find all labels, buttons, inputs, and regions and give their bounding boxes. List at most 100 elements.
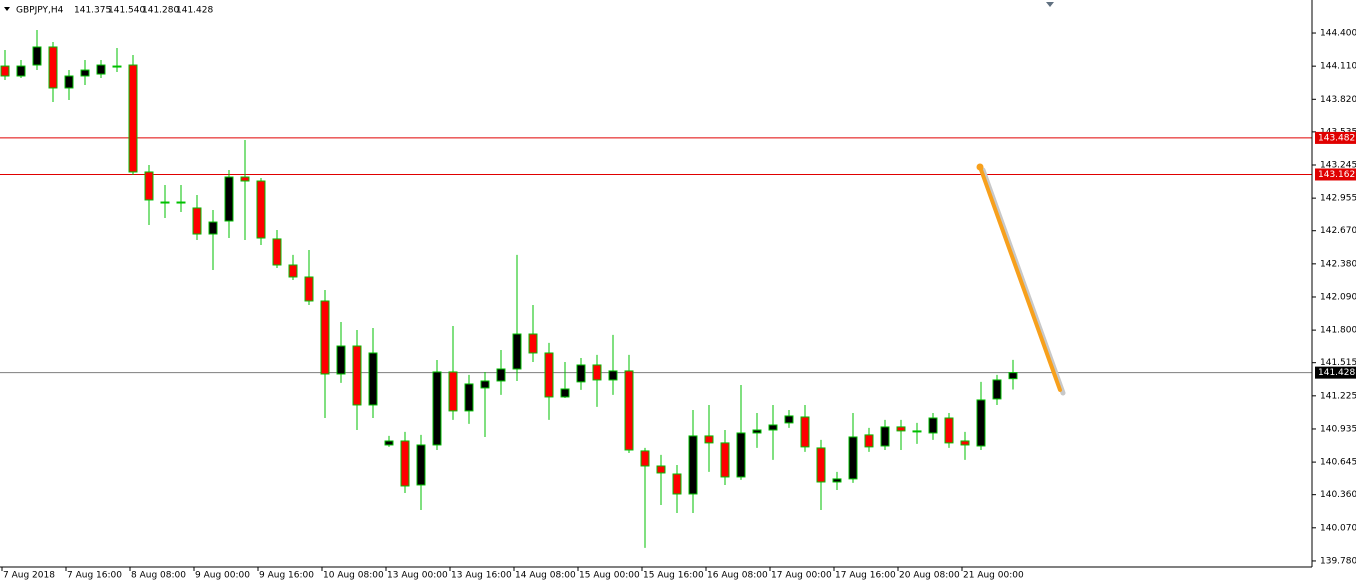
x-tick-label: 13 Aug 16:00 bbox=[451, 571, 512, 581]
candle-body bbox=[112, 65, 122, 68]
x-tick-label: 20 Aug 08:00 bbox=[899, 571, 960, 581]
candle-body bbox=[160, 201, 170, 204]
symbol: GBPJPY,H4 bbox=[16, 6, 64, 16]
candle-body bbox=[592, 364, 602, 381]
y-tick-label: 143.820 bbox=[1320, 95, 1356, 105]
candle-body bbox=[464, 383, 474, 412]
candle-body bbox=[912, 430, 922, 433]
candle-body bbox=[256, 180, 266, 239]
candle-body bbox=[128, 64, 138, 173]
candle-body bbox=[560, 388, 570, 398]
trend-arrow bbox=[978, 165, 1062, 392]
candle-body bbox=[480, 380, 490, 389]
candle-body bbox=[928, 417, 938, 434]
y-tick-label: 140.070 bbox=[1320, 523, 1356, 533]
candle-body bbox=[976, 399, 986, 447]
y-tick-label: 141.225 bbox=[1320, 391, 1356, 401]
x-tick-label: 17 Aug 00:00 bbox=[771, 571, 832, 581]
plot-area bbox=[0, 30, 1312, 548]
candle-body bbox=[208, 221, 218, 235]
candle-body bbox=[720, 442, 730, 478]
candle-body bbox=[752, 429, 762, 434]
y-tick-label: 141.800 bbox=[1320, 326, 1356, 336]
candle-body bbox=[608, 370, 618, 381]
y-tick-label: 142.090 bbox=[1320, 292, 1356, 302]
y-tick-label: 141.515 bbox=[1320, 358, 1356, 368]
candle-body bbox=[672, 473, 682, 495]
candle-body bbox=[384, 440, 394, 446]
candle-body bbox=[896, 426, 906, 432]
x-tick-label: 9 Aug 00:00 bbox=[195, 571, 250, 581]
y-tick-label: 142.670 bbox=[1320, 226, 1356, 236]
arrow-start bbox=[976, 163, 984, 171]
candle-body bbox=[944, 417, 954, 444]
x-tick-label: 7 Aug 2018 bbox=[3, 571, 55, 581]
candle-body bbox=[624, 370, 634, 451]
candle-body bbox=[352, 345, 362, 406]
candle-body bbox=[320, 300, 330, 375]
y-tick-label: 140.645 bbox=[1320, 458, 1356, 468]
ohlc-high: 141.540 bbox=[108, 6, 145, 16]
candle-body bbox=[432, 371, 442, 446]
candle-body bbox=[272, 238, 282, 266]
candle-body bbox=[656, 465, 666, 474]
candle-body bbox=[288, 264, 298, 278]
level-label: 143.482 bbox=[1318, 133, 1355, 143]
candle-body bbox=[960, 440, 970, 446]
candle-body bbox=[336, 345, 346, 375]
x-tick-label: 10 Aug 08:00 bbox=[323, 571, 384, 581]
candle-body bbox=[80, 69, 90, 77]
candle-body bbox=[64, 75, 74, 89]
candle-body bbox=[368, 352, 378, 406]
candle-body bbox=[992, 379, 1002, 400]
y-tick-label: 140.935 bbox=[1320, 424, 1356, 434]
x-tick-label: 17 Aug 16:00 bbox=[835, 571, 896, 581]
candle-body bbox=[32, 46, 42, 66]
x-tick-label: 15 Aug 00:00 bbox=[579, 571, 640, 581]
candle-body bbox=[176, 201, 186, 204]
candle-body bbox=[784, 415, 794, 424]
level-label: 141.428 bbox=[1318, 368, 1355, 378]
ohlc-close: 141.428 bbox=[176, 6, 213, 16]
x-tick-label: 16 Aug 08:00 bbox=[707, 571, 768, 581]
candle-body bbox=[880, 426, 890, 447]
candle-body bbox=[416, 444, 426, 486]
candle-body bbox=[528, 333, 538, 354]
candle-body bbox=[688, 435, 698, 495]
y-tick-label: 142.380 bbox=[1320, 259, 1356, 269]
candle-body bbox=[800, 416, 810, 448]
candle-body bbox=[16, 65, 26, 77]
candle-body bbox=[96, 64, 106, 75]
candle-body bbox=[0, 65, 10, 77]
header-marker bbox=[4, 7, 10, 11]
level-label-box bbox=[1315, 131, 1356, 144]
candle-body bbox=[304, 276, 314, 302]
candle-body bbox=[704, 435, 714, 444]
candle-body bbox=[48, 46, 58, 89]
candle-body bbox=[224, 176, 234, 222]
y-tick-label: 142.955 bbox=[1320, 194, 1356, 204]
x-tick-label: 13 Aug 00:00 bbox=[387, 571, 448, 581]
x-tick-label: 9 Aug 16:00 bbox=[259, 571, 314, 581]
candle-body bbox=[768, 424, 778, 431]
x-tick-label: 8 Aug 08:00 bbox=[131, 571, 186, 581]
candle-body bbox=[144, 171, 154, 201]
y-tick-label: 140.360 bbox=[1320, 490, 1356, 500]
candle-body bbox=[576, 364, 586, 383]
candle-body bbox=[400, 440, 410, 487]
x-tick-label: 21 Aug 00:00 bbox=[963, 571, 1024, 581]
candle-body bbox=[496, 368, 506, 382]
candle-body bbox=[1008, 372, 1018, 380]
ohlc-low: 141.280 bbox=[142, 6, 179, 16]
candle-body bbox=[512, 333, 522, 370]
level-label-box bbox=[1315, 168, 1356, 181]
candle-body bbox=[192, 207, 202, 235]
candle-body bbox=[640, 450, 650, 467]
y-tick-label: 144.110 bbox=[1320, 62, 1356, 72]
level-label: 143.162 bbox=[1318, 170, 1355, 180]
candle-body bbox=[544, 352, 554, 398]
x-tick-label: 14 Aug 08:00 bbox=[515, 571, 576, 581]
